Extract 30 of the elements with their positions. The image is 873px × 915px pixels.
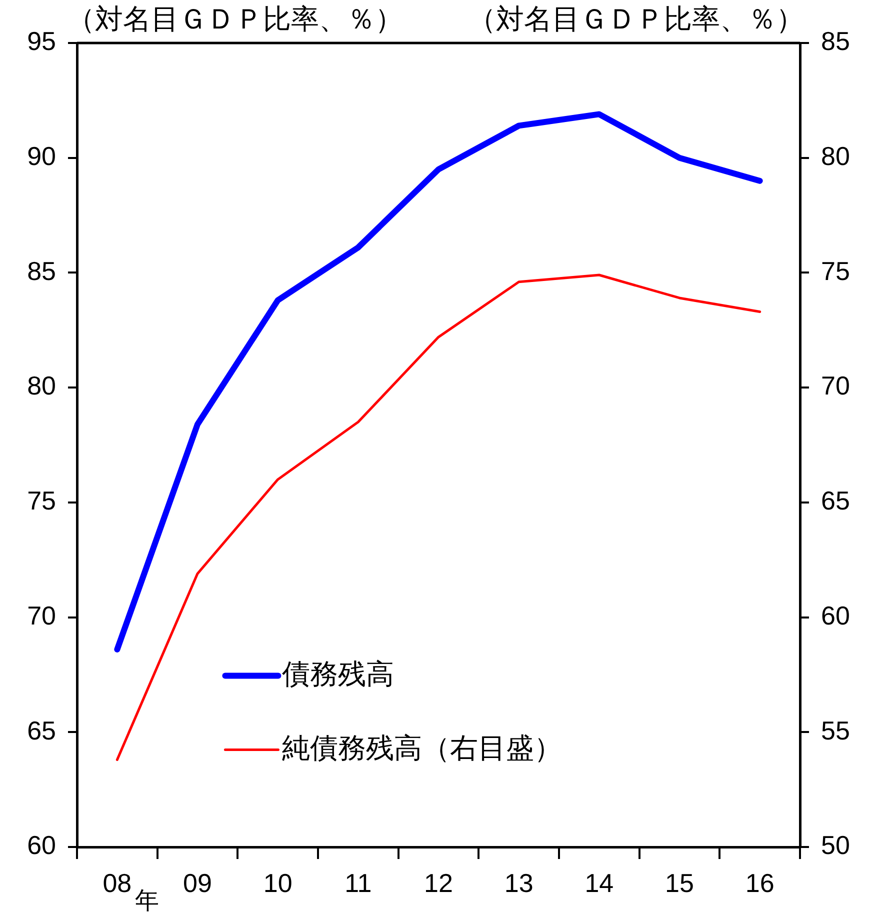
y2-tick-label: 55	[821, 715, 850, 746]
x-tick-label: 14	[584, 868, 614, 898]
y2-tick-label: 60	[821, 600, 850, 630]
x-tick-label: 08	[102, 868, 132, 898]
legend-label: 債務残高	[282, 658, 394, 690]
x-tick-label: 13	[504, 868, 534, 898]
legend-label: 純債務残高（右目盛）	[282, 732, 562, 764]
y-tick-label: 90	[27, 141, 56, 172]
y-tick-label: 95	[27, 26, 56, 56]
x-axis-title: 年	[135, 888, 160, 915]
y2-tick-label: 75	[821, 256, 850, 286]
x-tick-label: 16	[745, 868, 774, 898]
y2-axis-title: （対名目ＧＤＰ比率、％）	[468, 4, 804, 35]
y-tick-label: 70	[27, 600, 56, 630]
y-tick-label: 80	[27, 370, 56, 401]
x-tick-label: 12	[424, 868, 453, 898]
y-tick-label: 65	[27, 715, 56, 746]
x-tick-label: 10	[263, 868, 292, 898]
y2-tick-label: 85	[821, 26, 850, 56]
y-tick-label: 85	[27, 256, 56, 286]
y2-tick-label: 65	[821, 486, 850, 516]
y-tick-label: 75	[27, 486, 56, 516]
x-tick-label: 09	[183, 868, 212, 898]
y2-tick-label: 50	[821, 830, 850, 860]
y-tick-label: 60	[27, 830, 56, 860]
y2-tick-label: 70	[821, 370, 850, 401]
y2-tick-label: 80	[821, 141, 850, 172]
x-tick-label: 15	[665, 868, 694, 898]
y-axis-title: （対名目ＧＤＰ比率、％）	[67, 4, 403, 35]
x-tick-label: 11	[344, 868, 372, 898]
